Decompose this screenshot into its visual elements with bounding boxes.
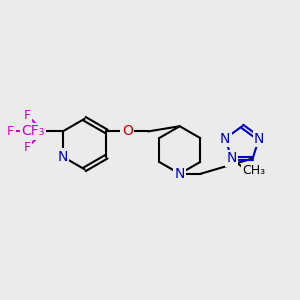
Text: N: N — [254, 131, 264, 146]
Text: F: F — [7, 125, 14, 138]
Text: N: N — [226, 152, 237, 166]
Text: O: O — [122, 124, 133, 138]
Text: N: N — [175, 167, 185, 181]
Text: CF₃: CF₃ — [21, 124, 45, 138]
Text: F: F — [23, 141, 31, 154]
Text: N: N — [58, 150, 68, 164]
Text: N: N — [220, 131, 230, 146]
Text: F: F — [23, 109, 31, 122]
Text: CH₃: CH₃ — [242, 164, 266, 177]
